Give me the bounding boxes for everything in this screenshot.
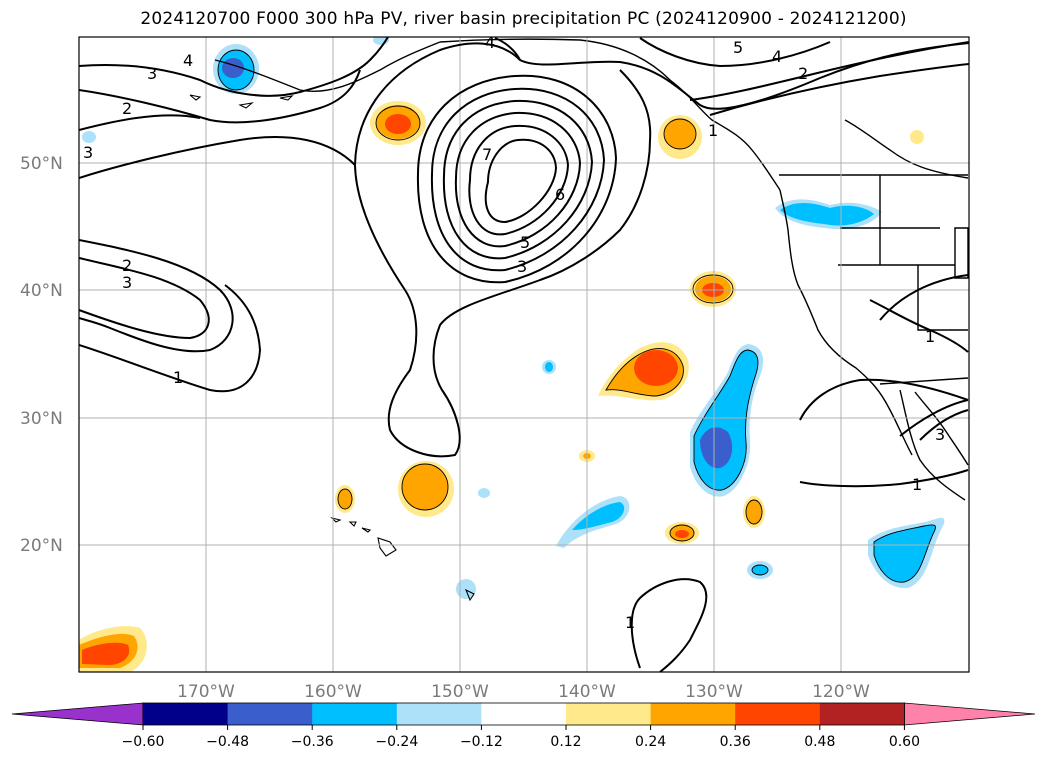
contour-label: 4 — [485, 33, 495, 52]
contour-label: 5 — [520, 233, 530, 252]
lon-tick-labels: 170°W 160°W 150°W 140°W 130°W 120°W — [177, 682, 870, 702]
contour-label: 1 — [708, 121, 718, 140]
coastlines — [214, 38, 969, 501]
negative-anomaly-2 — [775, 199, 882, 230]
colorbar-segment — [227, 703, 313, 725]
lon-tick-label: 140°W — [558, 682, 616, 702]
negative-anomaly-3 — [690, 344, 764, 497]
lon-tick-label: 120°W — [812, 682, 870, 702]
colorbar-tick-label: 0.12 — [550, 734, 581, 750]
colorbar-tick-label: 0.24 — [635, 734, 666, 750]
lon-tick-label: 150°W — [431, 682, 489, 702]
negative-anomaly-1 — [213, 44, 259, 94]
colorbar-segment — [481, 703, 567, 725]
contour-label: 6 — [555, 185, 565, 204]
lon-tick-label: 160°W — [304, 682, 362, 702]
contour-label: 2 — [122, 99, 132, 118]
colorbar-tick-label: 0.36 — [720, 734, 751, 750]
colorbar-extend-min — [11, 702, 144, 726]
negative-anomaly-4 — [556, 496, 630, 548]
contour-label: 1 — [625, 613, 635, 632]
colorbar-extend-max — [904, 702, 1036, 726]
map-area: 4 5 4 2 3 2 3 4 7 6 5 3 1 2 3 1 1 3 1 1 — [79, 33, 969, 672]
colorbar-tick-label: −0.48 — [206, 734, 249, 750]
colorbar-tick-label: −0.36 — [291, 734, 334, 750]
contour-label: 5 — [733, 38, 743, 57]
islands — [189, 94, 475, 602]
lat-tick-label: 20°N — [20, 536, 63, 556]
colorbar-outline — [142, 702, 905, 726]
map-title: 2024120700 F000 300 hPa PV, river basin … — [140, 9, 907, 29]
contour-label: 3 — [517, 257, 527, 276]
positive-anomaly-1 — [370, 101, 426, 145]
contour-labels: 4 5 4 2 3 2 3 4 7 6 5 3 1 2 3 1 1 3 1 1 — [83, 33, 945, 632]
precip-shading — [79, 37, 945, 672]
pv-contours — [79, 37, 969, 672]
lat-tick-label: 30°N — [20, 409, 63, 429]
colorbar-segment — [566, 703, 652, 725]
contour-label: 4 — [183, 51, 193, 70]
positive-anomaly-2 — [658, 115, 702, 159]
colorbar-tick-label: 0.60 — [889, 734, 920, 750]
precip-outlines — [217, 49, 936, 583]
colorbar-segment — [143, 703, 229, 725]
map-frame — [78, 36, 970, 673]
contour-label: 1 — [912, 475, 922, 494]
lat-tick-label: 50°N — [20, 154, 63, 174]
contour-label: 3 — [83, 143, 93, 162]
colorbar-segment — [819, 703, 905, 725]
positive-anomaly-3 — [690, 271, 736, 307]
contour-label: 7 — [482, 145, 492, 164]
colorbar-segment — [735, 703, 821, 725]
lon-tick-label: 130°W — [685, 682, 743, 702]
contour-label: 3 — [935, 425, 945, 444]
colorbar-tick-label: −0.12 — [460, 734, 503, 750]
lon-tick-label: 170°W — [177, 682, 235, 702]
colorbar-segment — [312, 703, 398, 725]
colorbar: −0.60 −0.48 −0.36 −0.24 −0.12 0.12 0.24 0.36 0.4… — [11, 702, 1036, 750]
colorbar-tick-label: −0.24 — [375, 734, 418, 750]
contour-label: 3 — [122, 273, 132, 292]
contour-label: 2 — [122, 256, 132, 275]
contour-label: 1 — [925, 327, 935, 346]
colorbar-segment — [650, 703, 736, 725]
lat-tick-labels: 50°N 40°N 30°N 20°N — [20, 154, 63, 556]
positive-anomaly-4 — [598, 342, 689, 401]
contour-label: 3 — [147, 64, 157, 83]
gridlines — [79, 37, 969, 672]
colorbar-segment — [396, 703, 482, 725]
contour-label: 4 — [772, 47, 782, 66]
positive-anomaly-5 — [398, 461, 454, 517]
contour-label: 2 — [798, 64, 808, 83]
contour-label: 1 — [173, 368, 183, 387]
positive-anomaly-7 — [79, 626, 147, 672]
colorbar-tick-label: −0.60 — [122, 734, 165, 750]
lat-tick-label: 40°N — [20, 281, 63, 301]
negative-anomaly-5 — [868, 517, 945, 589]
colorbar-tick-label: 0.48 — [804, 734, 835, 750]
